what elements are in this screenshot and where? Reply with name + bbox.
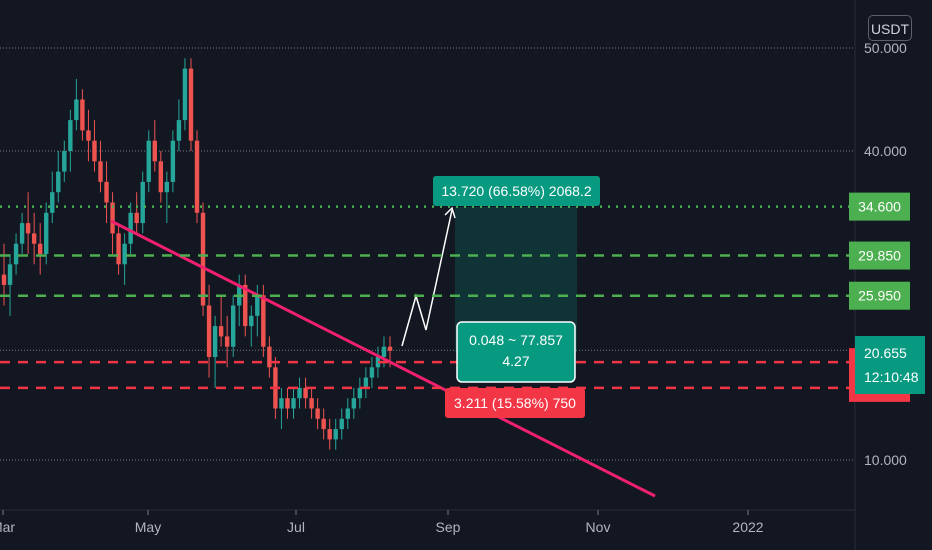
candle-body	[333, 429, 338, 440]
candle-body	[327, 429, 332, 440]
target-label[interactable]: 13.720 (66.58%) 2068.2	[433, 176, 600, 206]
candle-body	[261, 295, 266, 347]
grid	[0, 47, 855, 461]
price-axis[interactable]	[854, 0, 932, 550]
candle-body	[297, 387, 302, 399]
risk-reward-label[interactable]: 0.048 ~ 77.857 4.27	[456, 321, 576, 383]
candle-body	[249, 315, 254, 327]
price-level-value: 34.600	[858, 199, 901, 215]
x-tick-label: 2022	[732, 519, 763, 535]
candle-body	[134, 212, 139, 224]
candle-body	[62, 151, 67, 172]
candle-body	[188, 68, 194, 141]
candle-body	[339, 418, 344, 430]
countdown: 12:10:48	[864, 369, 919, 385]
candle-body	[50, 192, 55, 213]
x-tick-label: Mar	[0, 519, 15, 535]
candle-body	[363, 377, 369, 388]
candle-body	[116, 233, 121, 265]
candles	[1, 58, 393, 450]
candle-body	[182, 68, 188, 121]
last-price: 20.655	[864, 345, 907, 361]
candle-body	[68, 120, 73, 151]
candle-body	[255, 295, 260, 316]
x-tick-label: Sep	[436, 519, 461, 535]
candle-body	[315, 408, 320, 419]
candle-body	[74, 99, 79, 121]
candle-body	[7, 264, 13, 285]
candle-body	[37, 243, 43, 254]
candle-body	[212, 326, 218, 357]
candle-body	[1, 274, 7, 285]
candle-body	[267, 346, 272, 368]
candle-body	[345, 408, 350, 419]
candle-body	[128, 212, 133, 244]
stop-label[interactable]: 3.211 (15.58%) 750	[445, 388, 585, 418]
candle-body	[291, 398, 296, 409]
candle-body	[86, 130, 91, 141]
candle-body	[170, 140, 176, 182]
last-price-tag: 20.655 12:10:48	[855, 336, 925, 394]
candle-body	[285, 398, 290, 409]
price-levels	[0, 205, 855, 390]
x-tick-label: Jul	[287, 519, 305, 535]
y-tick-label: 40.000	[864, 143, 907, 159]
candle-body	[56, 171, 61, 193]
candle-body	[230, 305, 236, 347]
candle-body	[44, 212, 49, 254]
x-tick-labels: Mar May Jul Sep Nov 2022	[0, 510, 764, 535]
trendline[interactable]	[110, 219, 656, 498]
arrow-head-icon	[444, 206, 456, 219]
candle-body	[375, 357, 381, 368]
candle-body	[164, 181, 170, 193]
candle-body	[13, 243, 19, 265]
candle-body	[194, 140, 200, 213]
candle-body	[200, 212, 206, 306]
candle-body	[218, 326, 224, 337]
candle-body	[152, 140, 157, 162]
price-level-value: 29.850	[858, 248, 901, 264]
target-label-text: 13.720 (66.58%) 2068.2	[441, 183, 591, 199]
candle-body	[158, 161, 164, 193]
y-tick-label: 10.000	[864, 452, 907, 468]
price-range-text: 0.048 ~ 77.857	[469, 332, 563, 348]
candle-body	[357, 387, 363, 399]
candle-body	[321, 418, 326, 430]
price-level-tag	[849, 281, 910, 310]
candle-body	[176, 120, 182, 141]
x-tick-label: Nov	[586, 519, 611, 535]
candle-body	[351, 398, 357, 409]
candle-body	[98, 161, 103, 182]
candle-body	[146, 140, 151, 182]
candle-body	[369, 367, 375, 378]
candle-body	[25, 223, 31, 234]
candle-body	[140, 181, 145, 224]
y-tick-label: 50.000	[864, 40, 907, 56]
price-level-tag	[849, 241, 910, 270]
candle-body	[309, 398, 314, 409]
price-level-value: 25.950	[858, 288, 901, 304]
candle-body	[31, 233, 37, 244]
candle-body	[224, 336, 230, 347]
ratio-text: 4.27	[502, 353, 529, 369]
candle-body	[80, 99, 85, 131]
x-tick-label: May	[135, 519, 161, 535]
candle-body	[381, 346, 387, 357]
candle-body	[104, 181, 109, 203]
projection-arrow[interactable]	[401, 209, 453, 347]
price-level-tag	[849, 192, 910, 221]
y-tick-labels: 10.000 40.000 50.000	[864, 40, 907, 468]
candle-body	[110, 202, 115, 234]
candle-body	[387, 346, 393, 351]
candle-body	[19, 223, 25, 244]
candle-body	[122, 243, 127, 265]
candle-body	[206, 305, 212, 357]
candle-body	[92, 140, 97, 162]
candle-body	[303, 387, 308, 399]
stop-label-text: 3.211 (15.58%) 750	[454, 395, 576, 411]
candle-body	[279, 398, 284, 409]
candle-body	[243, 284, 248, 327]
currency-button[interactable]: USDT	[868, 15, 912, 41]
